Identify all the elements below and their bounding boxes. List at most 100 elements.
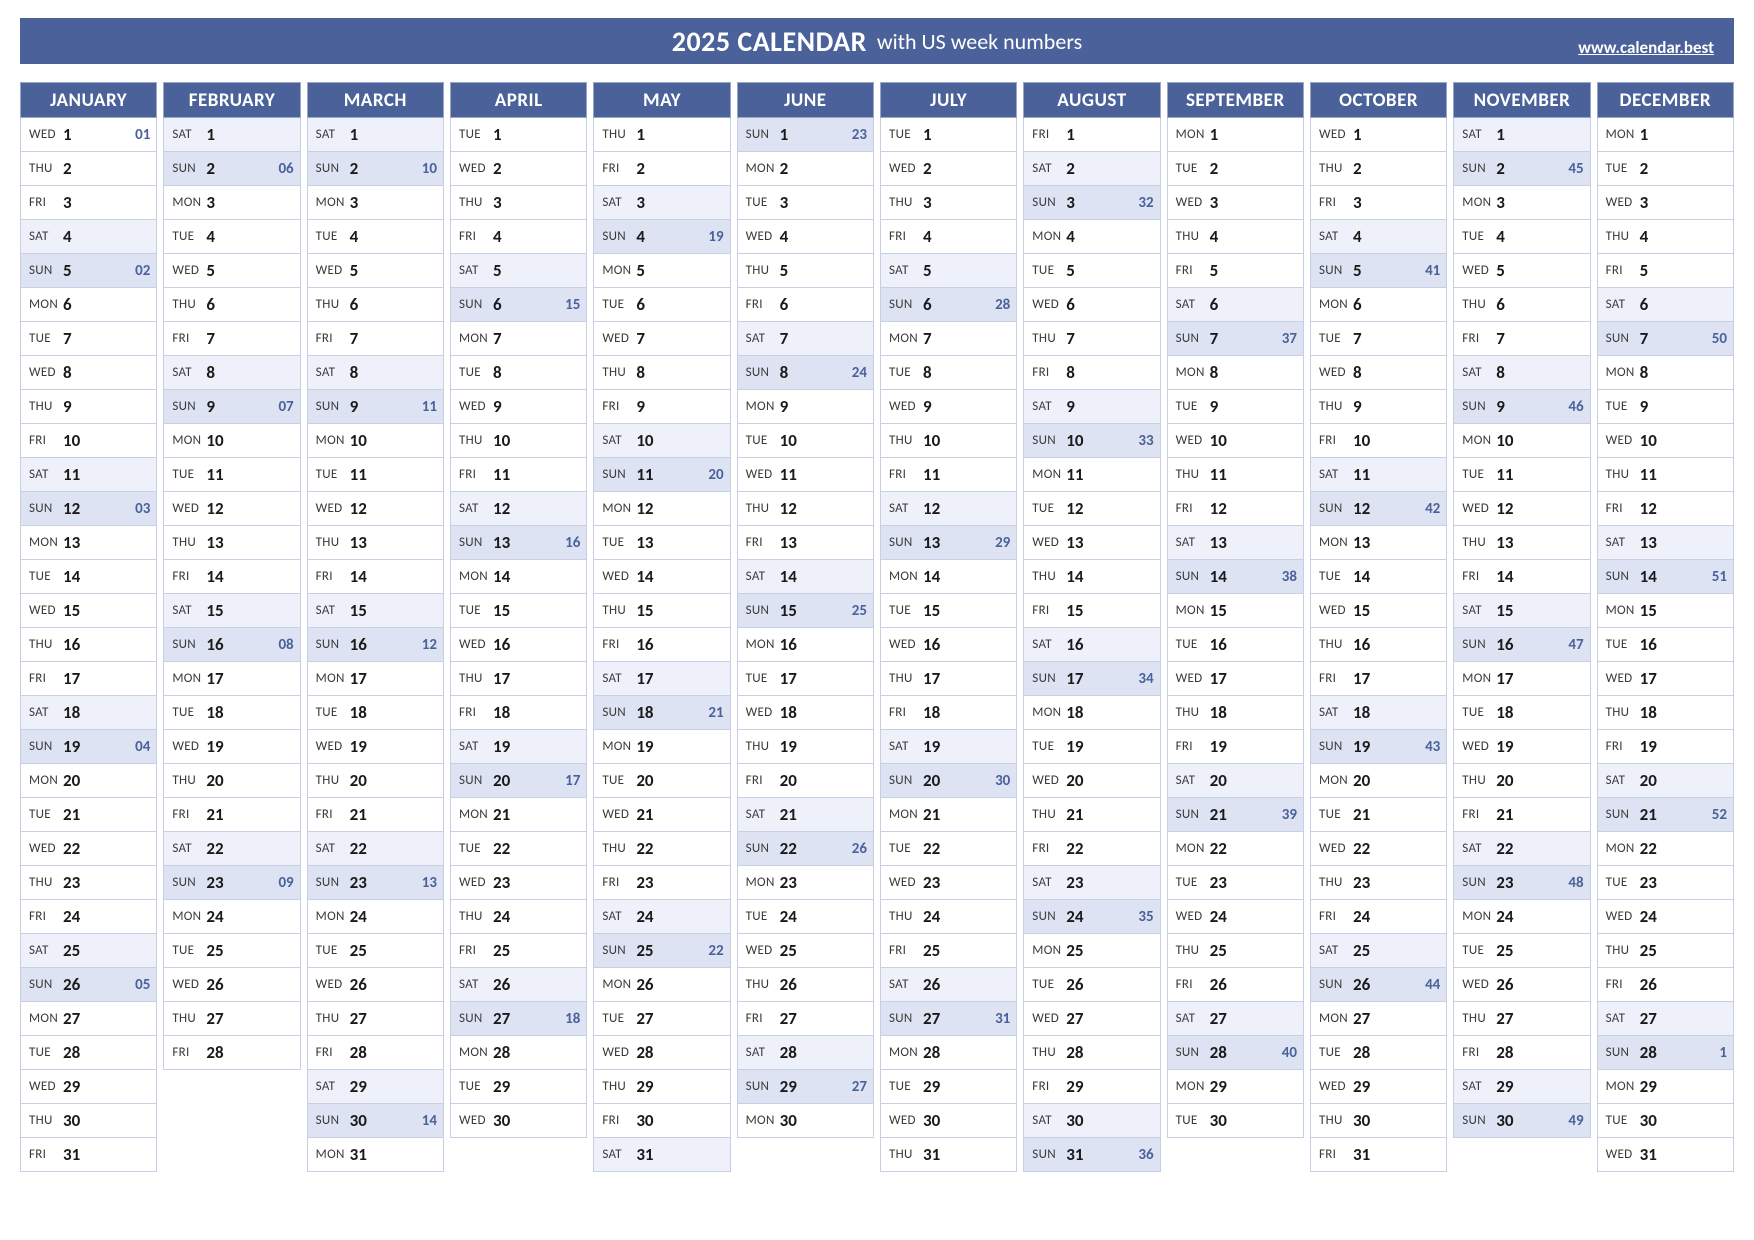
day-of-week: SUN xyxy=(459,1011,493,1026)
week-number: 48 xyxy=(1568,874,1583,892)
day-number: 20 xyxy=(1066,770,1083,791)
day-number: 4 xyxy=(636,226,645,247)
day-of-week: SAT xyxy=(316,1079,350,1094)
day-of-week: MON xyxy=(316,909,350,924)
day-cell: SAT11 xyxy=(20,458,157,492)
day-cell: MON6 xyxy=(20,288,157,322)
week-number: 28 xyxy=(995,296,1010,314)
day-of-week: SAT xyxy=(1032,399,1066,414)
day-of-week: FRI xyxy=(602,399,636,414)
day-cell: THU4 xyxy=(1167,220,1304,254)
day-number: 13 xyxy=(1353,532,1370,553)
day-of-week: MON xyxy=(29,535,63,550)
day-number: 30 xyxy=(636,1110,653,1131)
day-of-week: SAT xyxy=(172,841,206,856)
day-of-week: WED xyxy=(1319,841,1353,856)
day-of-week: MON xyxy=(29,297,63,312)
day-number: 24 xyxy=(350,906,367,927)
day-of-week: THU xyxy=(1319,399,1353,414)
day-cell: SUN911 xyxy=(307,390,444,424)
day-of-week: TUE xyxy=(889,1079,923,1094)
day-of-week: MON xyxy=(172,433,206,448)
day-number: 24 xyxy=(780,906,797,927)
day-cell: FRI1 xyxy=(1023,118,1160,152)
month-header: SEPTEMBER xyxy=(1167,82,1304,118)
day-of-week: THU xyxy=(1032,1045,1066,1060)
day-of-week: SAT xyxy=(1462,603,1496,618)
day-of-week: MON xyxy=(1032,943,1066,958)
week-number: 43 xyxy=(1425,738,1440,756)
day-of-week: MON xyxy=(1462,433,1496,448)
day-number: 28 xyxy=(350,1042,367,1063)
day-cell: MON3 xyxy=(307,186,444,220)
day-of-week: MON xyxy=(602,501,636,516)
day-number: 1 xyxy=(350,124,359,145)
day-of-week: TUE xyxy=(1606,161,1640,176)
day-of-week: TUE xyxy=(889,365,923,380)
day-of-week: SUN xyxy=(1462,161,1496,176)
day-cell: FRI7 xyxy=(1453,322,1590,356)
day-cell: FRI18 xyxy=(880,696,1017,730)
day-number: 7 xyxy=(780,328,789,349)
day-of-week: WED xyxy=(746,467,780,482)
day-number: 15 xyxy=(350,600,367,621)
day-number: 31 xyxy=(1353,1144,1370,1165)
day-number: 1 xyxy=(206,124,215,145)
day-cell: SUN206 xyxy=(163,152,300,186)
source-link[interactable]: www.calendar.best xyxy=(1578,37,1714,58)
day-number: 1 xyxy=(636,124,645,145)
day-of-week: SAT xyxy=(459,977,493,992)
calendar-grid: JANUARYWED101THU2FRI3SAT4SUN502MON6TUE7W… xyxy=(20,82,1734,1172)
day-of-week: WED xyxy=(1462,739,1496,754)
day-cell: THU8 xyxy=(593,356,730,390)
day-of-week: WED xyxy=(29,841,63,856)
day-cell: TUE5 xyxy=(1023,254,1160,288)
day-of-week: THU xyxy=(889,1147,923,1162)
day-of-week: TUE xyxy=(459,841,493,856)
day-number: 2 xyxy=(493,158,502,179)
day-number: 2 xyxy=(1066,158,1075,179)
day-cell: THU6 xyxy=(307,288,444,322)
day-of-week: FRI xyxy=(602,637,636,652)
day-of-week: SUN xyxy=(1606,331,1640,346)
day-of-week: SUN xyxy=(1176,807,1210,822)
day-number: 5 xyxy=(206,260,215,281)
day-number: 20 xyxy=(636,770,653,791)
day-number: 13 xyxy=(1210,532,1227,553)
day-cell: SUN1734 xyxy=(1023,662,1160,696)
day-number: 3 xyxy=(780,192,789,213)
day-of-week: SUN xyxy=(1176,331,1210,346)
day-number: 1 xyxy=(493,124,502,145)
day-number: 21 xyxy=(636,804,653,825)
day-of-week: WED xyxy=(459,1113,493,1128)
day-number: 7 xyxy=(63,328,72,349)
day-number: 27 xyxy=(780,1008,797,1029)
day-number: 12 xyxy=(1496,498,1513,519)
day-of-week: TUE xyxy=(1176,875,1210,890)
day-of-week: TUE xyxy=(459,1079,493,1094)
day-number: 11 xyxy=(636,464,653,485)
day-cell: WED25 xyxy=(737,934,874,968)
day-number: 1 xyxy=(1640,124,1649,145)
day-number: 21 xyxy=(923,804,940,825)
day-of-week: MON xyxy=(316,1147,350,1162)
day-of-week: FRI xyxy=(746,1011,780,1026)
day-number: 10 xyxy=(1496,430,1513,451)
day-of-week: SAT xyxy=(172,127,206,142)
day-cell: MON22 xyxy=(1597,832,1734,866)
day-of-week: TUE xyxy=(1319,1045,1353,1060)
day-number: 24 xyxy=(1496,906,1513,927)
day-number: 8 xyxy=(636,362,645,383)
day-cell: WED8 xyxy=(20,356,157,390)
day-number: 27 xyxy=(923,1008,940,1029)
day-number: 10 xyxy=(636,430,653,451)
day-number: 3 xyxy=(63,192,72,213)
day-cell: TUE2 xyxy=(1167,152,1304,186)
month-column: JULYTUE1WED2THU3FRI4SAT5SUN628MON7TUE8WE… xyxy=(880,82,1017,1172)
day-number: 22 xyxy=(350,838,367,859)
day-of-week: FRI xyxy=(1462,807,1496,822)
day-cell: SAT2 xyxy=(1023,152,1160,186)
day-cell: WED11 xyxy=(737,458,874,492)
day-number: 7 xyxy=(350,328,359,349)
day-cell: SAT9 xyxy=(1023,390,1160,424)
